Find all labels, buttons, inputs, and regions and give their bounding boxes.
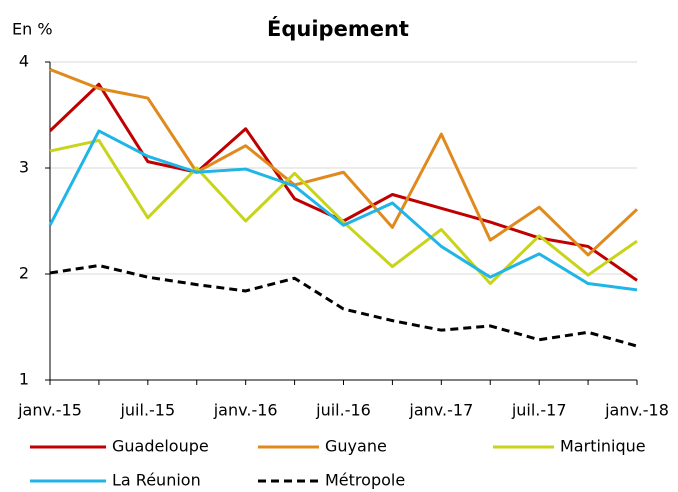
series-line [48,82,638,282]
y-axis-label: En % [12,20,53,39]
y-tick-label: 4 [19,52,29,71]
series-line [49,138,638,286]
x-tick-label: janv.-15 [17,401,82,420]
x-tick-label: juil.-17 [511,401,567,420]
x-tick-label: janv.-16 [213,401,278,420]
legend-label: La Réunion [112,471,201,490]
series-line [49,68,639,257]
legend-label: Guadeloupe [112,437,209,456]
series-line [48,129,638,292]
y-tick-label: 3 [19,158,29,177]
x-tick-label: juil.-15 [119,401,175,420]
x-tick-label: janv.-18 [604,401,669,420]
chart-title: Équipement [267,16,409,41]
legend-label: Guyane [325,437,387,456]
legend-label: Métropole [325,471,405,490]
legend-label: Martinique [560,437,646,456]
x-tick-label: janv.-17 [408,401,473,420]
y-tick-label: 2 [19,264,29,283]
x-tick-label: juil.-16 [315,401,371,420]
y-tick-label: 1 [19,370,29,389]
series-line [49,264,638,348]
